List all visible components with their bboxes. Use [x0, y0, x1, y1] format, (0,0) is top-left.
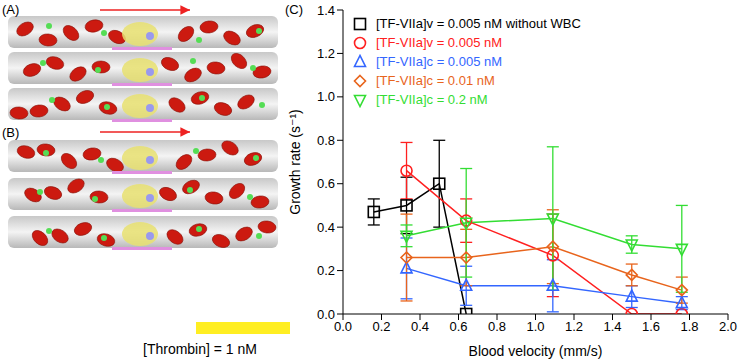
html-text:[TF-VIIa]c = 0.005 nM: [TF-VIIa]c = 0.005 nM — [376, 54, 503, 69]
svg-text:1.8: 1.8 — [680, 319, 698, 334]
html-text:(C): (C) — [285, 2, 303, 17]
html-text:[TF-VIIa]c = 0.01 nM: [TF-VIIa]c = 0.01 nM — [376, 73, 495, 88]
svg-text:(B): (B) — [2, 125, 19, 140]
svg-text:Growth rate (s⁻¹): Growth rate (s⁻¹) — [287, 109, 303, 214]
svg-text:0.6: 0.6 — [317, 176, 335, 191]
html-text:[TF-VIIa]v = 0.005 nM: [TF-VIIa]v = 0.005 nM — [376, 35, 503, 50]
svg-text:1.2: 1.2 — [565, 319, 583, 334]
svg-text:0.6: 0.6 — [449, 319, 467, 334]
html-text:[TF-VIIa]c = 0.2 nM: [TF-VIIa]c = 0.2 nM — [376, 92, 488, 107]
svg-text:0.4: 0.4 — [317, 220, 335, 235]
svg-text:0.2: 0.2 — [317, 263, 335, 278]
svg-text:2.0: 2.0 — [719, 319, 737, 334]
svg-text:1.0: 1.0 — [317, 89, 335, 104]
svg-text:1.2: 1.2 — [317, 46, 335, 61]
svg-text:1.4: 1.4 — [603, 319, 621, 334]
svg-text:1.4: 1.4 — [317, 3, 335, 18]
svg-text:0.0: 0.0 — [317, 307, 335, 322]
svg-text:0.2: 0.2 — [372, 319, 390, 334]
svg-text:0.8: 0.8 — [317, 133, 335, 148]
html-text:[TF-VIIa]v = 0.005 nM without: [TF-VIIa]v = 0.005 nM without WBC — [376, 16, 581, 31]
svg-text:1.0: 1.0 — [526, 319, 544, 334]
svg-text:1.6: 1.6 — [642, 319, 660, 334]
svg-text:0.4: 0.4 — [411, 319, 429, 334]
svg-text:Blood velocity (mm/s): Blood velocity (mm/s) — [469, 343, 603, 359]
svg-text:[Thrombin] = 1 nM: [Thrombin] = 1 nM — [143, 341, 257, 357]
svg-text:0.8: 0.8 — [488, 319, 506, 334]
svg-text:0.0: 0.0 — [334, 319, 352, 334]
svg-text:(A): (A) — [2, 2, 19, 17]
